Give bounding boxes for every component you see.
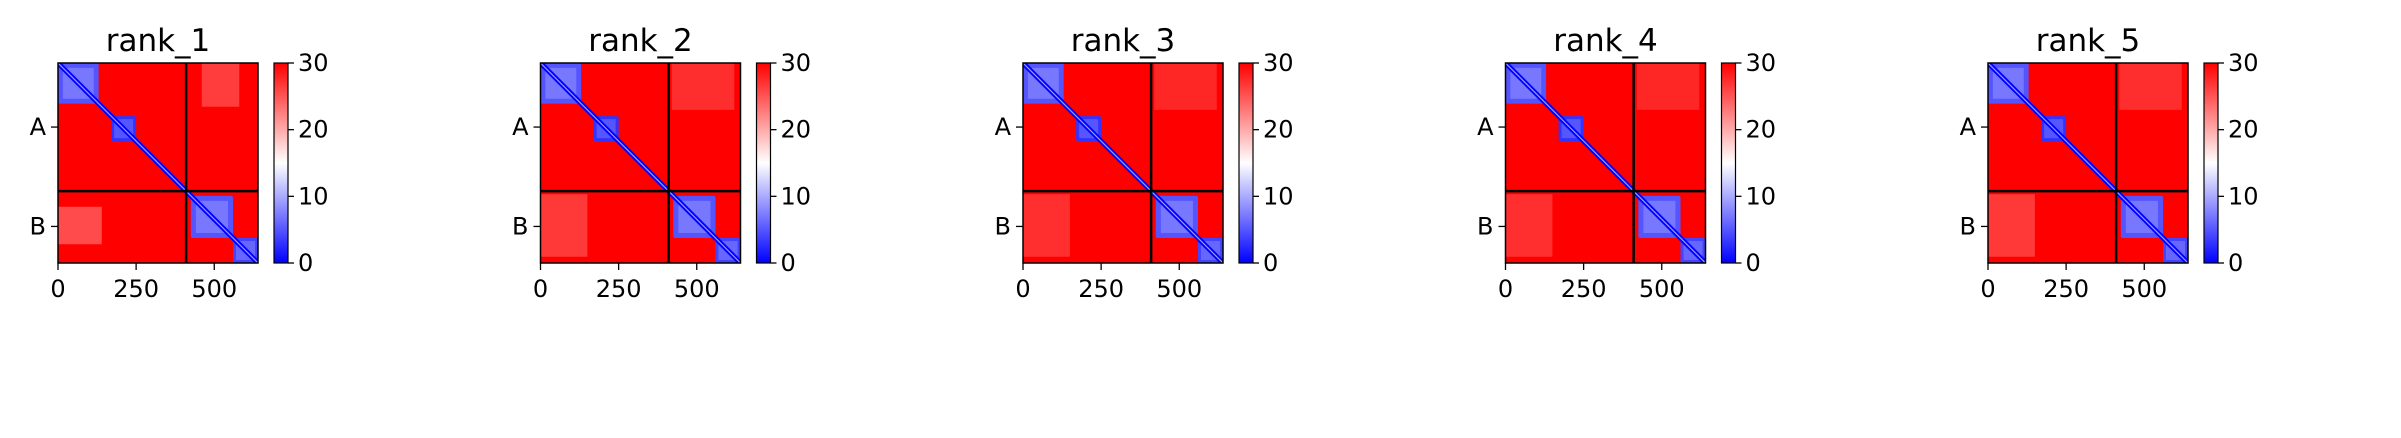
colorbar xyxy=(2203,62,2219,264)
x-tick-label: 250 xyxy=(1561,275,1607,303)
colorbar xyxy=(273,62,289,264)
panel-rank_2: rank_2 0 250 500 A B 0 10 20 30 xyxy=(512,23,811,303)
chain-label: A xyxy=(512,113,529,141)
axes-frame xyxy=(1987,62,2189,264)
colorbar-tick-label: 10 xyxy=(2228,182,2259,210)
panel-title: rank_3 xyxy=(1071,23,1176,59)
chain-label: B xyxy=(512,212,528,240)
panel-title: rank_5 xyxy=(2036,23,2141,59)
x-tick-label: 0 xyxy=(533,275,548,303)
faint-interchain-region xyxy=(1023,194,1070,257)
faint-interchain-region xyxy=(1154,63,1217,110)
colorbar-tick-label: 20 xyxy=(1263,116,1294,144)
x-tick-label: 0 xyxy=(1980,275,1995,303)
panel-title: rank_2 xyxy=(588,23,693,59)
panel-rank_5: rank_5 0 250 500 A B 0 10 20 30 xyxy=(1960,23,2259,303)
x-tick-label: 250 xyxy=(2043,275,2089,303)
panel-rank_1: rank_1 0 250 500 A B 0 10 20 30 xyxy=(30,23,329,303)
axes-frame xyxy=(1022,62,1224,264)
axes-frame xyxy=(57,62,259,264)
colorbar-tick-label: 30 xyxy=(1263,49,1294,77)
axes-frame xyxy=(539,62,742,264)
colorbar-tick-label: 0 xyxy=(298,249,313,277)
chain-label: A xyxy=(30,113,47,141)
chain-label: B xyxy=(995,212,1011,240)
heatmap-cells xyxy=(58,63,258,263)
chain-label: A xyxy=(1960,113,1977,141)
chain-label: A xyxy=(995,113,1012,141)
diagonal-highlight xyxy=(540,63,741,263)
x-tick-label: 250 xyxy=(596,275,642,303)
chain-label: B xyxy=(30,212,46,240)
x-tick-label: 500 xyxy=(1639,275,1685,303)
faint-interchain-region xyxy=(201,63,240,107)
colorbar xyxy=(1238,62,1254,264)
colorbar-tick-label: 20 xyxy=(1746,116,1777,144)
faint-interchain-region xyxy=(540,194,588,257)
faint-interchain-region xyxy=(671,63,735,110)
chain-label: A xyxy=(1477,113,1494,141)
heatmap-cells xyxy=(1505,63,1706,263)
colorbar-tick-label: 10 xyxy=(781,182,812,210)
x-tick-label: 500 xyxy=(1156,275,1202,303)
heatmap-cells xyxy=(1988,63,2188,263)
colorbar-tick-label: 0 xyxy=(781,249,796,277)
panel-rank_4: rank_4 0 250 500 A B 0 10 20 30 xyxy=(1477,23,1776,303)
colorbar-tick-label: 0 xyxy=(2228,249,2243,277)
diagonal-highlight xyxy=(1988,63,2188,263)
colorbar-tick-label: 20 xyxy=(2228,116,2259,144)
colorbar-tick-label: 0 xyxy=(1746,249,1761,277)
faint-interchain-region xyxy=(1636,63,1700,110)
colorbar-tick-label: 30 xyxy=(298,49,329,77)
chain-label: B xyxy=(1477,212,1493,240)
panel-rank_3: rank_3 0 250 500 A B 0 10 20 30 xyxy=(995,23,1294,303)
panel-title: rank_1 xyxy=(106,23,211,59)
diagonal-highlight xyxy=(1505,63,1706,263)
colorbar-tick-label: 30 xyxy=(781,49,812,77)
axes-frame xyxy=(1504,62,1707,264)
heatmap-cells xyxy=(1023,63,1223,263)
x-tick-label: 500 xyxy=(674,275,720,303)
colorbar-tick-label: 10 xyxy=(1263,182,1294,210)
x-tick-label: 0 xyxy=(50,275,65,303)
colorbar-tick-label: 20 xyxy=(298,116,329,144)
faint-interchain-region xyxy=(1988,194,2035,257)
diagonal-highlight xyxy=(58,63,258,263)
chain-label: B xyxy=(1960,212,1976,240)
colorbar xyxy=(755,62,772,264)
faint-interchain-region xyxy=(58,206,102,245)
x-tick-label: 250 xyxy=(1078,275,1124,303)
faint-interchain-region xyxy=(1505,194,1553,257)
diagonal-highlight xyxy=(1023,63,1223,263)
colorbar-tick-label: 0 xyxy=(1263,249,1278,277)
colorbar-tick-label: 30 xyxy=(2228,49,2259,77)
x-tick-label: 500 xyxy=(191,275,237,303)
panel-title: rank_4 xyxy=(1553,23,1658,59)
x-tick-label: 250 xyxy=(113,275,159,303)
faint-interchain-region xyxy=(2119,63,2182,110)
heatmap-cells xyxy=(540,63,741,263)
colorbar-tick-label: 30 xyxy=(1746,49,1777,77)
colorbar-tick-label: 10 xyxy=(298,182,329,210)
colorbar-tick-label: 20 xyxy=(781,116,812,144)
colorbar-tick-label: 10 xyxy=(1746,182,1777,210)
colorbar xyxy=(1720,62,1737,264)
x-tick-label: 500 xyxy=(2121,275,2167,303)
x-tick-label: 0 xyxy=(1015,275,1030,303)
x-tick-label: 0 xyxy=(1498,275,1513,303)
